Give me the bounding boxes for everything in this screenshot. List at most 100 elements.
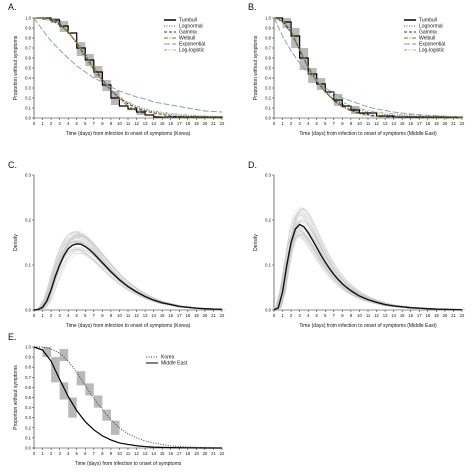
x-tick-label: 8 xyxy=(341,121,344,126)
y-tick-label: 0.0 xyxy=(25,116,31,121)
x-tick-label: 21 xyxy=(211,451,216,456)
y-tick-label: 0.3 xyxy=(25,86,31,91)
x-tick-label: 10 xyxy=(357,313,362,318)
x-tick-label: 14 xyxy=(151,313,156,318)
y-tick-label: 0.1 xyxy=(25,106,31,111)
x-tick-label: 8 xyxy=(341,313,344,318)
x-tick-label: 21 xyxy=(451,121,456,126)
series-line-exponential xyxy=(273,17,463,118)
x-tick-label: 3 xyxy=(298,313,301,318)
y-axis-title: Proportion without symptoms xyxy=(253,35,259,100)
series-line-middle-east xyxy=(33,346,222,449)
x-tick-label: 13 xyxy=(143,451,148,456)
legend-entry: Middle East xyxy=(161,361,188,367)
x-tick-label: 18 xyxy=(185,451,190,456)
turnbull-interval-box xyxy=(93,395,103,408)
y-tick-label: 0.8 xyxy=(25,365,31,370)
x-tick-label: 13 xyxy=(383,121,388,126)
x-tick-label: 13 xyxy=(143,121,148,126)
x-tick-label: 11 xyxy=(366,313,371,318)
y-tick-label: 0.3 xyxy=(25,415,31,420)
turnbull-interval-box xyxy=(76,371,86,386)
panel-label: A. xyxy=(8,2,17,12)
x-tick-label: 15 xyxy=(160,313,165,318)
series-line-log-logistic xyxy=(34,17,223,117)
legend-entry: Turnbull xyxy=(179,18,197,24)
x-tick-label: 9 xyxy=(350,121,353,126)
x-tick-label: 5 xyxy=(76,451,79,456)
x-tick-label: 14 xyxy=(151,121,156,126)
legend-entry: Exponential xyxy=(419,42,445,48)
x-tick-label: 9 xyxy=(110,121,113,126)
x-tick-label: 12 xyxy=(134,451,139,456)
y-axis-title: Proportion without symptoms xyxy=(13,365,19,430)
y-tick-label: 0.6 xyxy=(25,56,31,61)
x-tick-label: 21 xyxy=(451,313,456,318)
panel-b: B.0 1 2 3 4 5 6 7 8 9 10 11 12 13 14 15 16 17 18 19 20 21 220.… xyxy=(248,2,465,137)
x-tick-label: 0 xyxy=(33,451,36,456)
y-tick-label: 0.2 xyxy=(25,425,31,430)
panel-label: B. xyxy=(248,2,257,12)
y-tick-label: 0.5 xyxy=(25,66,31,71)
x-tick-label: 19 xyxy=(194,121,199,126)
x-tick-label: 10 xyxy=(117,313,122,318)
x-tick-label: 5 xyxy=(316,313,319,318)
x-tick-label: 11 xyxy=(126,313,131,318)
x-tick-label: 7 xyxy=(93,313,96,318)
y-tick-label: 0.0 xyxy=(265,116,271,121)
x-tick-label: 20 xyxy=(203,121,208,126)
x-tick-label: 18 xyxy=(425,313,430,318)
y-tick-label: 1.0 xyxy=(25,16,31,21)
y-tick-label: 0.3 xyxy=(265,173,271,178)
x-tick-label: 22 xyxy=(220,313,225,318)
x-tick-label: 16 xyxy=(168,313,173,318)
series-line-korea xyxy=(34,346,223,449)
x-tick-label: 5 xyxy=(316,121,319,126)
x-tick-label: 16 xyxy=(408,121,413,126)
x-tick-label: 15 xyxy=(400,121,405,126)
x-tick-label: 1 xyxy=(41,313,44,318)
x-tick-label: 13 xyxy=(383,313,388,318)
y-tick-label: 0.2 xyxy=(265,218,271,223)
legend-entry: Korea xyxy=(161,355,175,361)
mean-density-curve xyxy=(33,243,223,311)
x-tick-label: 7 xyxy=(93,451,96,456)
x-tick-label: 14 xyxy=(151,451,156,456)
x-tick-label: 17 xyxy=(177,451,182,456)
x-tick-label: 16 xyxy=(168,121,173,126)
x-tick-label: 15 xyxy=(160,451,165,456)
x-axis-title: Time (days) from infection to onset of s… xyxy=(299,131,437,137)
series-line-exponential xyxy=(33,17,223,113)
x-tick-label: 2 xyxy=(290,313,293,318)
x-tick-label: 6 xyxy=(84,313,87,318)
y-tick-label: 1.0 xyxy=(25,345,31,350)
turnbull-interval-box xyxy=(282,18,292,28)
panel-e: E.0 1 2 3 4 5 6 7 8 9 10 11 12 13 14 15 16 17 18 19 20 21 220.… xyxy=(8,332,225,467)
x-tick-label: 21 xyxy=(211,121,216,126)
x-tick-label: 14 xyxy=(391,121,396,126)
series-line-weibull xyxy=(33,17,222,119)
legend-entry: Weibull xyxy=(419,36,435,42)
y-axis-title: Density xyxy=(253,234,259,251)
x-tick-label: 7 xyxy=(333,313,336,318)
x-tick-label: 3 xyxy=(298,121,301,126)
x-tick-label: 1 xyxy=(41,451,44,456)
y-tick-label: 0.1 xyxy=(25,263,31,268)
turnbull-interval-box xyxy=(59,349,69,362)
x-tick-label: 11 xyxy=(126,121,131,126)
x-tick-label: 1 xyxy=(281,121,284,126)
y-tick-label: 0.4 xyxy=(25,405,31,410)
y-tick-label: 0.3 xyxy=(25,173,31,178)
x-tick-label: 22 xyxy=(220,121,225,126)
panel-c: C.0 1 2 3 4 5 6 7 8 9 10 11 12 13 14 15 16 17 18 19 20 21 220.… xyxy=(8,160,226,329)
x-tick-label: 22 xyxy=(220,451,225,456)
x-tick-label: 15 xyxy=(400,313,405,318)
x-tick-label: 2 xyxy=(290,121,293,126)
x-tick-label: 9 xyxy=(350,313,353,318)
x-tick-label: 8 xyxy=(101,451,104,456)
x-tick-label: 6 xyxy=(84,121,87,126)
turnbull-interval-box xyxy=(102,409,111,421)
x-tick-label: 11 xyxy=(366,121,371,126)
x-tick-label: 3 xyxy=(58,313,61,318)
x-tick-label: 8 xyxy=(101,121,104,126)
